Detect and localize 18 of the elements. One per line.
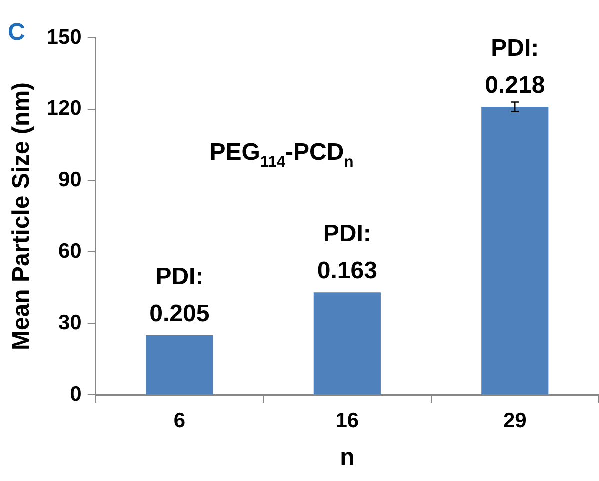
x-tick-label: 29	[503, 409, 527, 432]
x-axis-title: n	[340, 444, 355, 472]
y-tick-label: 0	[70, 382, 82, 406]
y-tick-label: 150	[46, 26, 82, 49]
bar	[314, 292, 381, 394]
y-tick-label: 60	[58, 240, 82, 263]
y-tick-label: 120	[46, 97, 82, 120]
x-tick-label: 6	[174, 409, 186, 432]
annotation: PDI: 0.205	[150, 264, 210, 328]
text: C	[8, 19, 26, 46]
x-tick-label: 16	[336, 409, 360, 432]
y-axis-title: Mean Particle Size (nm)	[8, 82, 36, 351]
bar	[482, 107, 549, 394]
annotation: PDI: 0.163	[317, 220, 378, 285]
bar	[146, 336, 214, 394]
y-tick-label: 30	[58, 311, 82, 334]
y-tick-label: 90	[58, 168, 82, 192]
annotation: PDI: 0.218	[485, 35, 546, 100]
